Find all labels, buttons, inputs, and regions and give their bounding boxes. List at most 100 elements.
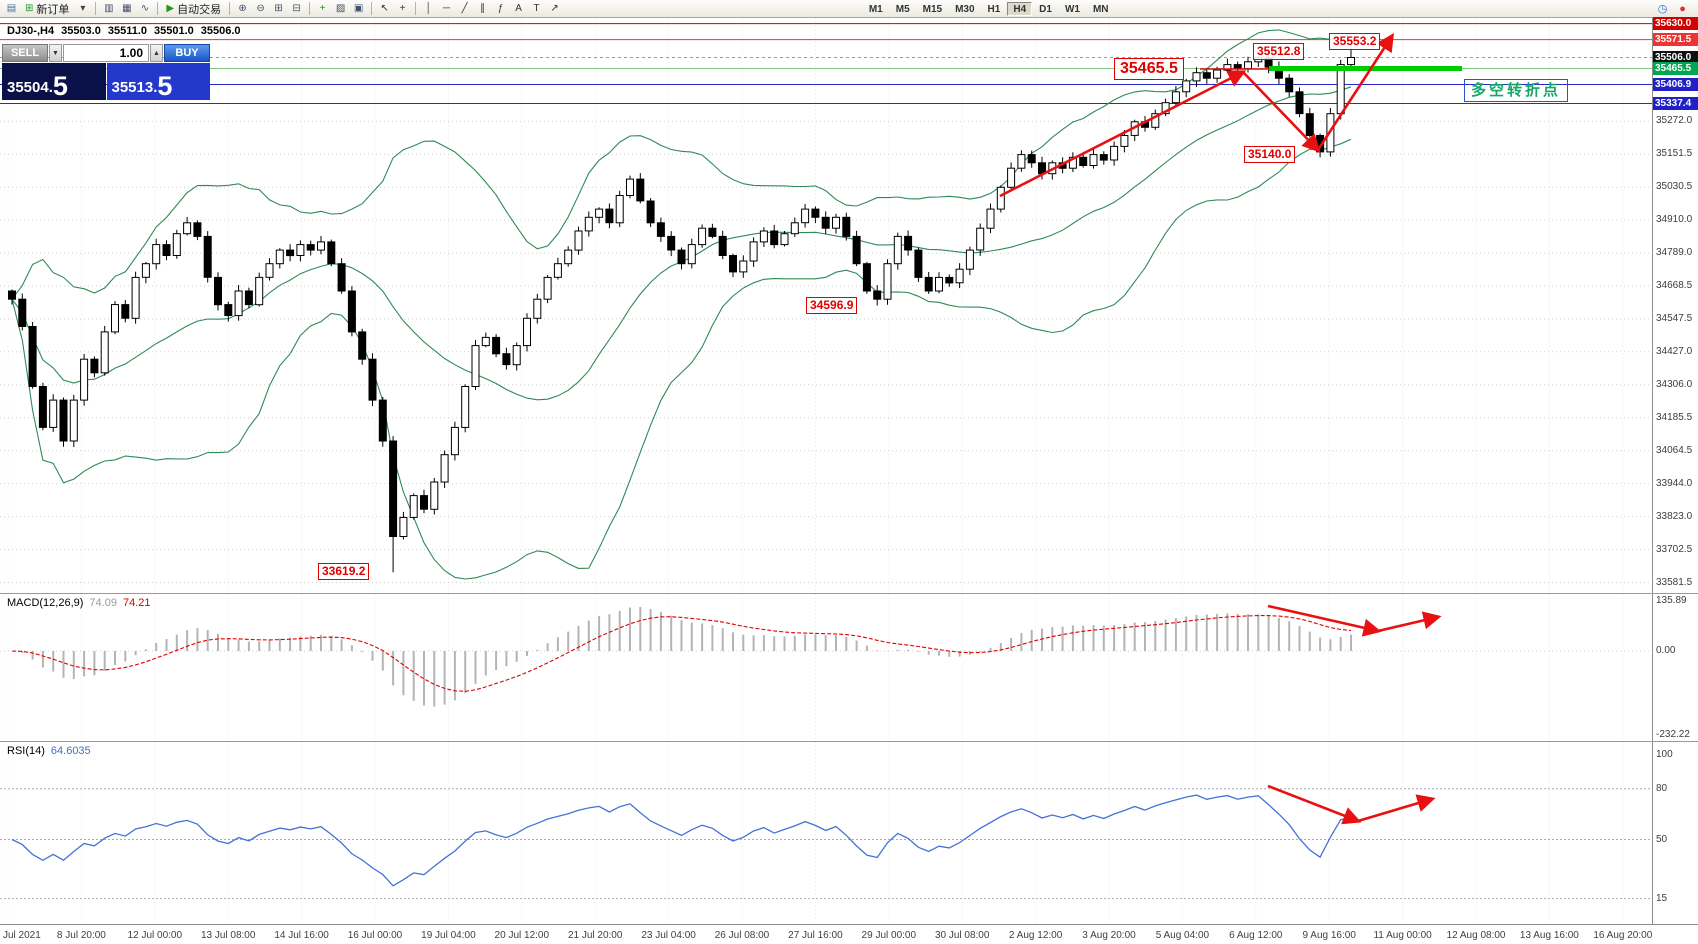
timeframe-h4[interactable]: H4 xyxy=(1007,1,1033,16)
date-axis-label: 27 Jul 16:00 xyxy=(788,930,843,941)
volume-increase-button[interactable]: ▲ xyxy=(150,44,163,62)
trend-arrow-main xyxy=(999,70,1247,198)
volume-input[interactable]: 1.00 xyxy=(63,44,149,62)
toolbar-separator xyxy=(229,2,231,15)
sell-button[interactable]: SELL xyxy=(2,44,48,62)
bollinger-middle xyxy=(11,86,1352,401)
timeframe-h1[interactable]: H1 xyxy=(987,3,1001,15)
rsi-scale-label: 100 xyxy=(1656,749,1673,760)
dropdown-icon[interactable]: ▾ xyxy=(74,1,91,16)
macd-name: MACD(12,26,9) xyxy=(7,597,84,609)
date-axis-label: 14 Jul 16:00 xyxy=(274,930,329,941)
toolbar-separator xyxy=(157,2,159,15)
date-axis-label: 19 Jul 04:00 xyxy=(421,930,476,941)
zoom-in-icon[interactable]: ⊕ xyxy=(234,1,251,16)
price-annotation[interactable]: 33619.2 xyxy=(318,563,370,580)
date-axis-label: 5 Aug 04:00 xyxy=(1155,930,1210,941)
timeframe-m1[interactable]: M1 xyxy=(868,3,883,15)
indicators-icon[interactable]: + xyxy=(314,1,331,16)
periods-icon-glyph: ▣ xyxy=(353,2,364,14)
text-icon[interactable]: A xyxy=(510,1,527,16)
ask-decimal-point: . xyxy=(153,79,158,96)
timeframe-m5[interactable]: M5 xyxy=(895,3,910,15)
crosshair-icon[interactable]: + xyxy=(394,1,411,16)
price-scale-label: 33944.0 xyxy=(1656,477,1693,489)
trend-arrow-rsi xyxy=(1357,794,1436,823)
record-icon[interactable]: ● xyxy=(1679,2,1686,15)
date-axis-label: 11 Aug 00:00 xyxy=(1373,930,1432,941)
price-annotation[interactable]: 34596.9 xyxy=(806,297,858,314)
trendline-icon-glyph: ╱ xyxy=(461,2,468,14)
date-axis[interactable] xyxy=(0,924,1698,944)
fibonacci-icon[interactable]: ƒ xyxy=(492,1,509,16)
macd-panel-separator[interactable] xyxy=(0,593,1698,594)
date-axis-label: 13 Jul 08:00 xyxy=(200,930,256,941)
arrows-tool-icon[interactable]: ↗ xyxy=(546,1,563,16)
price-scale[interactable] xyxy=(1652,18,1698,924)
trade-panel-prices: 35504. 5 35513. 5 xyxy=(2,63,210,100)
autotrading-button-glyph: ▶ xyxy=(166,2,175,14)
rsi-name: RSI(14) xyxy=(7,745,45,757)
date-axis-label: 3 Aug 20:00 xyxy=(1082,930,1136,941)
volume-decrease-button[interactable]: ▼ xyxy=(49,44,62,62)
date-axis-label: 8 Jul 20:00 xyxy=(56,930,106,941)
bid-price-button[interactable]: 35504. 5 xyxy=(2,63,106,100)
chart-line-icon[interactable]: ∿ xyxy=(136,1,153,16)
timeframe-m30[interactable]: M30 xyxy=(955,3,975,15)
turning-point-label[interactable]: 多空转折点 xyxy=(1464,79,1569,102)
price-line-label: 35406.9 xyxy=(1653,78,1698,91)
periods-icon[interactable]: ▣ xyxy=(350,1,367,16)
timeframe-d1[interactable]: D1 xyxy=(1039,3,1052,15)
macd-scale-label: 135.89 xyxy=(1656,595,1687,606)
price-annotation[interactable]: 35553.2 xyxy=(1329,33,1381,50)
macd-main-value: 74.09 xyxy=(89,597,117,609)
trend-arrow-main xyxy=(1242,71,1321,153)
timeframe-w1[interactable]: W1 xyxy=(1064,3,1080,15)
timeframe-mn[interactable]: MN xyxy=(1092,3,1109,15)
date-axis-label: 12 Aug 08:00 xyxy=(1446,930,1506,941)
chart-candles-icon[interactable]: ▦ xyxy=(118,1,135,16)
cursor-icon[interactable]: ↖ xyxy=(376,1,393,16)
new-order-button[interactable]: ⊞ 新订单 xyxy=(21,1,73,16)
date-axis-label: 2 Aug 12:00 xyxy=(1008,930,1063,941)
price-scale-label: 34064.5 xyxy=(1656,444,1693,456)
timeframe-m15[interactable]: M15 xyxy=(922,3,943,15)
candles xyxy=(8,44,1355,573)
price-scale-label: 33702.5 xyxy=(1656,543,1693,555)
trendline-icon[interactable]: ╱ xyxy=(456,1,473,16)
toolbar-separator xyxy=(309,2,311,15)
text-label-icon[interactable]: T xyxy=(528,1,545,16)
horizontal-line-icon[interactable]: ─ xyxy=(438,1,455,16)
cursor-icon-glyph: ↖ xyxy=(380,2,389,14)
cascade-windows-icon[interactable]: ⊟ xyxy=(288,1,305,16)
vertical-line-icon[interactable]: │ xyxy=(420,1,437,16)
ask-price-button[interactable]: 35513. 5 xyxy=(106,63,210,100)
clock-icon[interactable]: ◷ xyxy=(1657,3,1668,15)
buy-button[interactable]: BUY xyxy=(164,44,210,62)
bollinger-bands xyxy=(11,29,1352,580)
date-axis-label: 9 Aug 16:00 xyxy=(1302,930,1356,941)
horizontal-line-icon-glyph: ─ xyxy=(443,2,451,14)
templates-icon[interactable]: ▨ xyxy=(332,1,349,16)
chart-bars-icon[interactable]: ▥ xyxy=(100,1,117,16)
price-scale-label: 34427.0 xyxy=(1656,345,1693,357)
price-scale-label: 34668.5 xyxy=(1656,279,1693,291)
price-annotation[interactable]: 35465.5 xyxy=(1114,58,1184,80)
toolbar-separator xyxy=(371,2,373,15)
price-annotation[interactable]: 35512.8 xyxy=(1253,43,1305,60)
price-scale-label: 33581.5 xyxy=(1656,576,1693,588)
rsi-panel-separator[interactable] xyxy=(0,741,1698,742)
tile-windows-icon-glyph: ⊞ xyxy=(274,2,283,14)
rsi-value: 64.6035 xyxy=(50,745,91,757)
chart-window-icon[interactable]: ▤ xyxy=(3,1,20,16)
price-scale-label: 34910.0 xyxy=(1656,214,1693,226)
tile-windows-icon[interactable]: ⊞ xyxy=(270,1,287,16)
price-annotation[interactable]: 35140.0 xyxy=(1244,146,1296,163)
zoom-out-icon[interactable]: ⊖ xyxy=(252,1,269,16)
rsi-label: RSI(14) 64.6035 xyxy=(7,745,91,757)
autotrading-button[interactable]: ▶ 自动交易 xyxy=(162,1,225,16)
macd-histogram xyxy=(21,607,1352,707)
channel-icon[interactable]: ∥ xyxy=(474,1,491,16)
text-icon-glyph: A xyxy=(515,2,522,14)
